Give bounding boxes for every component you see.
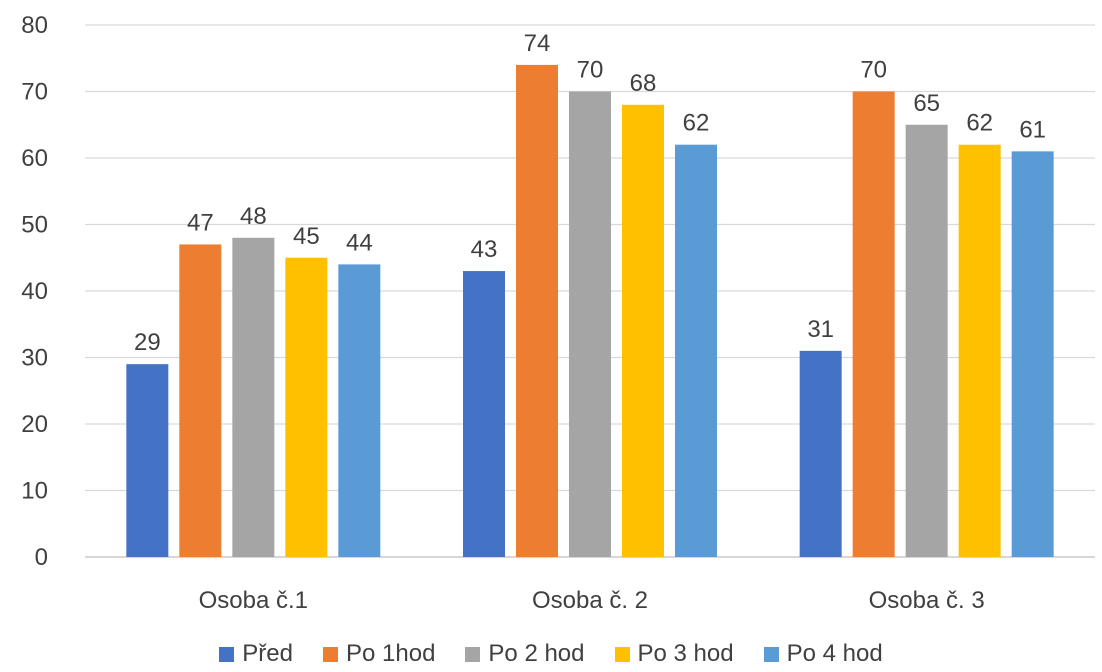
y-tick-label: 30 [21,345,48,372]
data-label: 45 [293,223,320,250]
bar [126,364,169,557]
legend-swatch [763,646,779,662]
bar [905,124,948,557]
legend-item: Před [219,640,293,668]
y-tick-label: 60 [21,145,48,172]
data-label: 62 [683,110,710,137]
legend-swatch [614,646,630,662]
legend-swatch [465,646,481,662]
legend-label: Po 1hod [346,640,436,667]
y-tick-label: 20 [21,411,48,438]
data-label: 74 [524,30,551,57]
legend-swatch [219,646,235,662]
y-tick-label: 40 [21,278,48,305]
data-label: 48 [240,203,267,230]
data-labels: 29 47 48 45 44 43 74 70 68 62 31 70 65 62 61 [134,30,1046,356]
y-tick-label: 10 [21,478,48,505]
y-tick-label: 0 [35,544,48,571]
bar [516,64,558,558]
legend: Před Po 1hod Po 2 hod Po 3 hod Po 4 hod [0,638,1102,670]
y-axis-ticks: 0 10 20 30 40 50 60 70 80 [21,12,48,571]
legend-item: Po 2 hod [465,640,585,668]
legend-item: Po 4 hod [763,640,883,668]
data-label: 29 [134,329,161,356]
data-label: 47 [187,209,214,236]
bars [126,64,1054,558]
legend-label: Po 2 hod [488,640,585,667]
legend-swatch [323,646,338,662]
data-label: 31 [807,316,834,343]
bar [569,91,611,557]
bar [232,237,275,558]
y-tick-label: 80 [21,12,48,39]
legend-label: Po 3 hod [637,640,734,667]
y-tick-label: 70 [21,79,48,106]
bar [799,350,842,557]
data-label: 70 [577,57,604,84]
bar [958,144,1001,557]
y-tick-label: 50 [21,212,48,239]
bar [852,91,895,557]
data-label: 70 [860,57,887,84]
x-tick-label: Osoba č. 2 [532,587,648,614]
bar [179,244,222,557]
legend-item: Po 1hod [323,640,435,668]
bar [675,144,717,557]
bar [463,271,505,557]
bar [285,257,328,557]
data-label: 62 [966,110,993,137]
legend-label: Po 4 hod [786,640,883,667]
data-label: 43 [471,236,498,263]
bar [622,104,664,558]
data-label: 61 [1019,116,1046,143]
x-tick-label: Osoba č. 3 [869,587,985,614]
data-label: 68 [630,70,657,97]
x-tick-label: Osoba č.1 [199,587,308,614]
bar-chart: 0 10 20 30 40 50 60 70 80 29 47 48 45 44 43 74 70 68 62 31… [21,12,1095,614]
data-label: 44 [346,229,373,256]
bar [1011,151,1054,557]
data-label: 65 [913,90,940,117]
legend-item: Po 3 hod [614,640,734,668]
bar [338,264,381,557]
legend-label: Před [242,640,293,667]
x-axis-ticks: Osoba č.1 Osoba č. 2 Osoba č. 3 [199,587,985,614]
